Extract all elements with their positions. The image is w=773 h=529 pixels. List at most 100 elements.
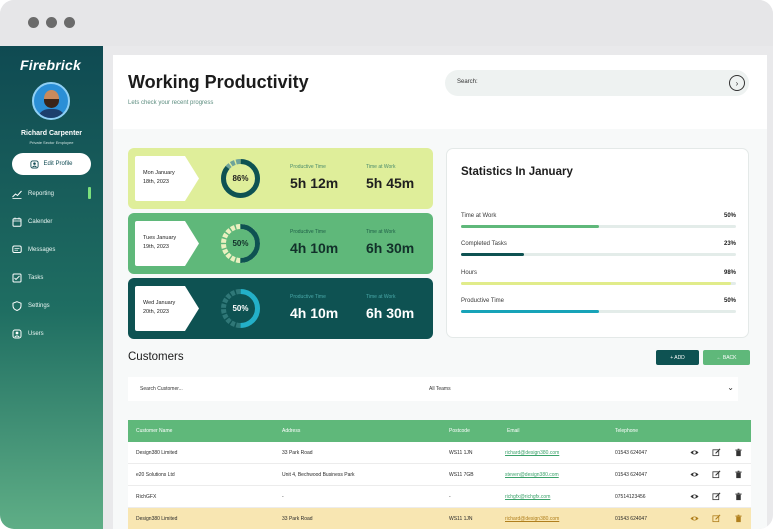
column-header[interactable]: Customer Name — [136, 428, 173, 434]
customer-email-link[interactable]: richgfx@richgfx.com — [505, 494, 551, 500]
table-row-highlighted[interactable]: Design380 Limited 33 Park Road WS11 1JN … — [128, 508, 751, 529]
sidebar-item-label: Reporting — [28, 191, 55, 197]
sidebar-item-label: Tasks — [28, 275, 44, 281]
edit-icon[interactable] — [712, 492, 721, 501]
day-label: Tues January — [143, 235, 177, 241]
table-row[interactable]: Design380 Limited 33 Park Road WS11 1JN … — [128, 442, 751, 464]
customer-email-link[interactable]: richard@design380.com — [505, 516, 560, 522]
time-at-work-label: Time at Work — [366, 164, 396, 170]
column-header[interactable]: Telephone — [615, 428, 639, 434]
sidebar-item-calender[interactable]: Calender — [12, 215, 52, 229]
customers-title: Customers — [128, 351, 184, 363]
statistics-title: Statistics In January — [461, 166, 573, 178]
column-header[interactable]: Postcode — [449, 428, 470, 434]
customer-email-link[interactable]: richard@design380.com — [505, 450, 560, 456]
sidebar-item-messages[interactable]: Messages — [12, 243, 55, 257]
table-row[interactable]: RichGFX - - richgfx@richgfx.com 07514123… — [128, 486, 751, 508]
date-tag: Wed January 20th, 2023 — [135, 286, 199, 331]
customer-search-input[interactable]: Search Customer... — [140, 386, 183, 392]
window-close-dot[interactable] — [28, 17, 39, 28]
productive-time-value: 4h 10m — [290, 240, 339, 256]
edit-icon[interactable] — [712, 514, 721, 523]
productive-time-value: 4h 10m — [290, 305, 339, 321]
productive-time-label: Productive Time — [290, 294, 326, 300]
time-at-work-value: 5h 45m — [366, 175, 415, 191]
column-header[interactable]: Address — [282, 428, 301, 434]
time-at-work-label: Time at Work — [366, 229, 396, 235]
column-header[interactable]: Email — [507, 428, 520, 434]
users-icon — [12, 329, 22, 339]
sidebar-item-label: Calender — [28, 219, 53, 225]
customer-telephone: 01543 624047 — [615, 450, 647, 456]
customer-filter-bar: Search Customer... All Teams ⌄ — [128, 377, 738, 401]
date-label: 19th, 2023 — [143, 244, 169, 250]
title-bar — [0, 0, 773, 46]
stat-label: Productive Time — [461, 298, 505, 304]
window-minimize-dot[interactable] — [46, 17, 57, 28]
customer-name: Design380 Limited — [136, 516, 178, 522]
sidebar-item-label: Users — [28, 331, 44, 337]
time-at-work-label: Time at Work — [366, 294, 396, 300]
table-header: Customer Name Address Postcode Email Tel… — [128, 420, 751, 442]
day-card: Wed January 20th, 2023 50% Productive Tim… — [128, 278, 433, 339]
time-at-work-value: 6h 30m — [366, 240, 415, 256]
stat-percent: 23% — [723, 241, 736, 247]
customer-email-link[interactable]: steven@design380.com — [505, 472, 559, 478]
user-name: Richard Carpenter — [20, 130, 83, 137]
chevron-down-icon[interactable]: ⌄ — [727, 383, 734, 392]
day-card: Tues January 19th, 2023 50% Productive Ti… — [128, 213, 433, 274]
sidebar-item-settings[interactable]: Settings — [12, 299, 50, 313]
add-button[interactable]: + ADD — [656, 350, 699, 365]
search-input[interactable]: Search: › — [445, 70, 749, 96]
sidebar-item-reporting[interactable]: Reporting — [12, 187, 54, 201]
teams-select[interactable]: All Teams — [429, 386, 451, 392]
table-row[interactable]: e20 Solutions Ltd Unit 4, Bechwood Busin… — [128, 464, 751, 486]
window-zoom-dot[interactable] — [64, 17, 75, 28]
customer-address: 33 Park Road — [282, 450, 313, 456]
date-tag: Tues January 19th, 2023 — [135, 221, 199, 266]
day-label: Mon January — [143, 170, 175, 176]
progress-fill — [461, 253, 525, 256]
edit-profile-button[interactable]: Edit Profile — [12, 153, 91, 175]
sidebar-item-tasks[interactable]: Tasks — [12, 271, 43, 285]
progress-fill — [461, 310, 599, 313]
trash-icon[interactable] — [734, 492, 743, 501]
productive-time-label: Productive Time — [290, 229, 326, 235]
stat-percent: 98% — [723, 270, 736, 276]
active-indicator — [88, 187, 91, 199]
page-subtitle: Lets check your recent progress — [128, 100, 214, 106]
progress-percent: 50% — [232, 239, 249, 248]
day-label: Wed January — [143, 300, 176, 306]
arrow-right-icon[interactable]: › — [729, 75, 745, 91]
trash-icon[interactable] — [734, 470, 743, 479]
eye-icon[interactable] — [690, 470, 699, 479]
sidebar: Firebrick Richard Carpenter Private Sect… — [0, 46, 103, 529]
date-tag: Mon January 18th, 2023 — [135, 156, 199, 201]
progress-track — [461, 253, 736, 256]
customer-address: - — [282, 494, 284, 500]
progress-percent: 50% — [232, 304, 249, 313]
calendar-icon — [12, 217, 22, 227]
progress-ring — [221, 289, 260, 328]
eye-icon[interactable] — [690, 448, 699, 457]
productive-time-label: Productive Time — [290, 164, 326, 170]
eye-icon[interactable] — [690, 514, 699, 523]
customer-name: e20 Solutions Ltd — [136, 472, 175, 478]
trash-icon[interactable] — [734, 448, 743, 457]
eye-icon[interactable] — [690, 492, 699, 501]
sidebar-item-label: Messages — [28, 247, 56, 253]
customer-telephone: 01543 624047 — [615, 516, 647, 522]
back-button[interactable]: ← BACK — [703, 350, 750, 365]
edit-icon[interactable] — [712, 470, 721, 479]
progress-ring — [221, 159, 260, 198]
progress-percent: 86% — [232, 174, 249, 183]
edit-icon[interactable] — [712, 448, 721, 457]
avatar[interactable] — [32, 82, 70, 120]
stat-label: Time at Work — [461, 213, 497, 219]
sidebar-item-users[interactable]: Users — [12, 327, 44, 341]
sidebar-item-label: Settings — [28, 303, 50, 309]
trash-icon[interactable] — [734, 514, 743, 523]
customer-name: RichGFX — [136, 494, 157, 500]
date-label: 18th, 2023 — [143, 179, 169, 185]
